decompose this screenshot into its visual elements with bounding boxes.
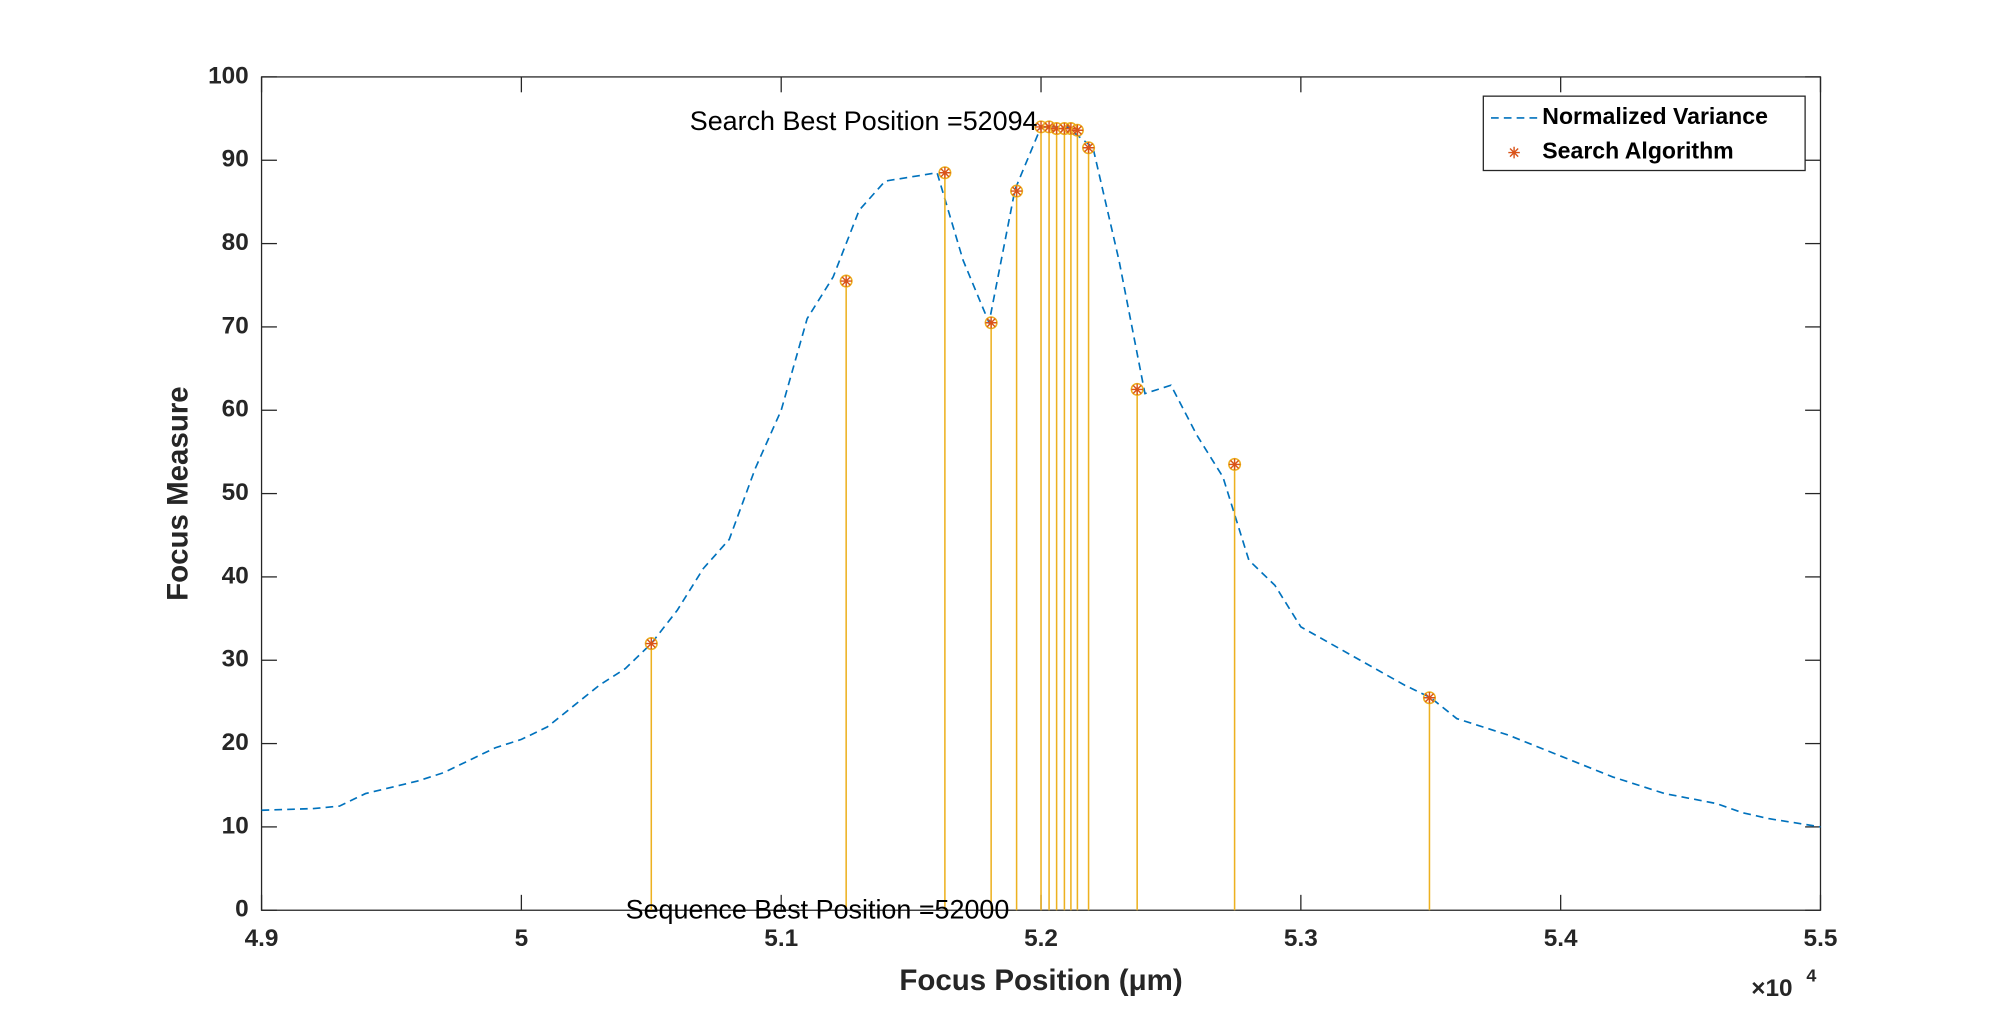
y-tick-label: 10 <box>222 812 249 839</box>
annotation: Search Best Position =52094 <box>690 106 1038 136</box>
y-tick-label: 80 <box>222 229 249 256</box>
search-point <box>1082 141 1095 154</box>
y-tick-label: 70 <box>222 312 249 339</box>
search-point <box>1035 121 1047 133</box>
x-tick-label: 5.5 <box>1804 925 1838 952</box>
legend-label: Search Algorithm <box>1542 138 1733 164</box>
search-point <box>1010 185 1023 197</box>
y-tick-label: 0 <box>235 896 249 923</box>
x-tick-label: 5.4 <box>1544 925 1578 952</box>
search-point <box>1050 122 1063 135</box>
search-point <box>1131 383 1143 396</box>
search-point <box>985 316 997 329</box>
y-tick-label: 40 <box>222 562 249 589</box>
search-point <box>1228 458 1241 471</box>
search-point <box>1071 124 1084 137</box>
search-point <box>939 166 951 179</box>
y-axis-label: Focus Measure <box>161 386 194 601</box>
x-tick-label: 5.3 <box>1284 925 1318 952</box>
x-multiplier-exponent: 4 <box>1806 966 1816 986</box>
legend-box <box>1482 95 1806 172</box>
x-tick-label: 5 <box>515 925 529 952</box>
x-tick-label: 5.2 <box>1024 925 1058 952</box>
y-tick-label: 100 <box>208 62 249 89</box>
x-tick-label: 5.1 <box>764 925 798 952</box>
search-point <box>1043 121 1055 133</box>
search-point <box>1423 691 1436 704</box>
y-tick-label: 50 <box>222 479 249 506</box>
x-axis-label: Focus Position (μm) <box>899 964 1182 997</box>
legend-label: Normalized Variance <box>1542 103 1768 129</box>
x-tick-label: 4.9 <box>245 925 279 952</box>
search-point <box>645 637 658 650</box>
y-tick-label: 90 <box>222 146 249 173</box>
x-multiplier: ×10 <box>1751 975 1792 1002</box>
y-tick-label: 30 <box>222 646 249 673</box>
search-point <box>1065 122 1077 135</box>
annotation: Sequence Best Position =52000 <box>626 895 1010 925</box>
legend-swatch <box>1508 146 1520 159</box>
y-tick-label: 60 <box>222 396 249 423</box>
y-tick-label: 20 <box>222 729 249 756</box>
search-point <box>840 275 852 287</box>
